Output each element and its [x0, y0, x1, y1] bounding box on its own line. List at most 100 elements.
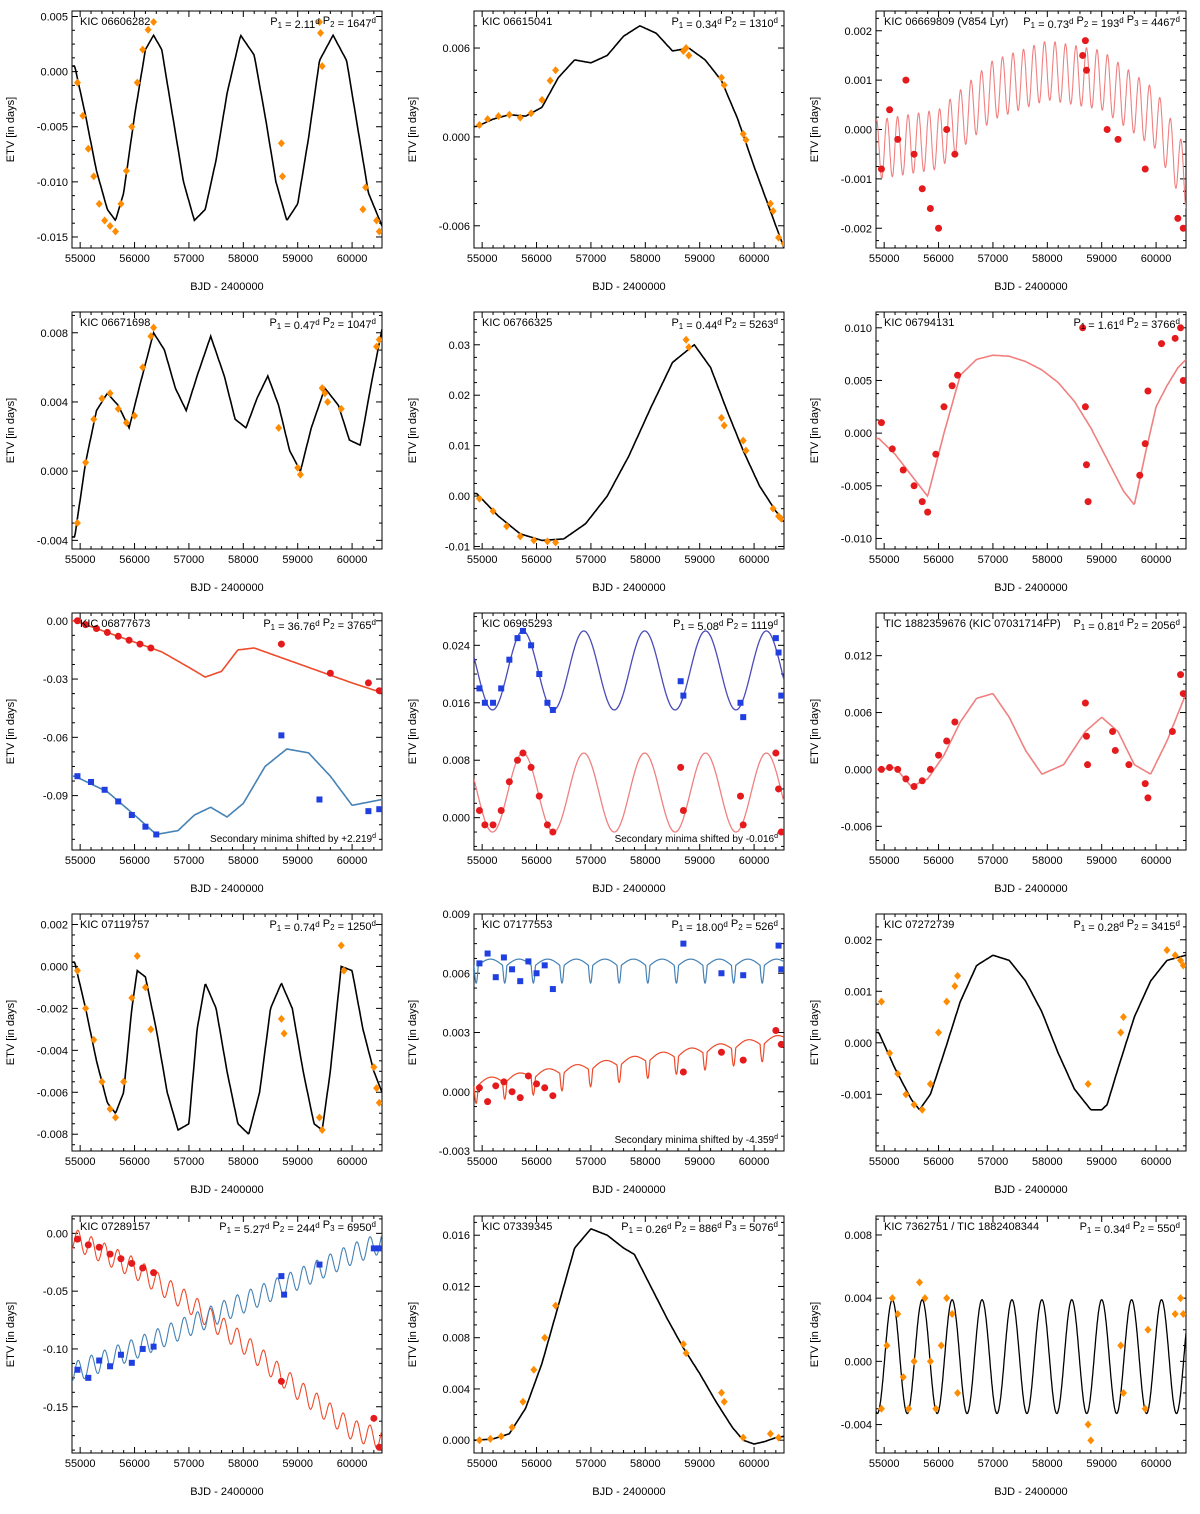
panel-title: KIC 06669809 (V854 Lyr) [884, 16, 1008, 28]
data-point [541, 1084, 549, 1092]
data-point [902, 1090, 910, 1099]
data-point [150, 18, 158, 27]
x-tick-label: 60000 [337, 253, 368, 265]
series-line-primary-model [474, 1035, 784, 1105]
x-tick-label: 60000 [337, 855, 368, 867]
data-point [1144, 794, 1152, 802]
panel-title: KIC 07119757 [80, 919, 150, 931]
y-tick-label: 0.001 [844, 986, 872, 998]
data-point [370, 1063, 378, 1072]
data-point [740, 714, 747, 721]
data-point [337, 404, 345, 413]
panel-periods: P1 = 0.34d P2 = 1310d [671, 15, 778, 31]
data-point [373, 216, 381, 225]
x-tick-label: 56000 [521, 1458, 552, 1470]
panel-periods: P1 = 5.27d P2 = 244d P3 = 6950d [219, 1219, 376, 1236]
data-point [519, 749, 527, 757]
data-point [886, 1049, 894, 1058]
data-point [778, 966, 784, 973]
y-tick-label: -0.004 [37, 1045, 68, 1057]
data-point [1174, 214, 1182, 222]
data-point [324, 397, 332, 406]
data-point [1179, 376, 1186, 384]
y-tick-label: 0.000 [40, 67, 68, 79]
x-axis-label: BJD - 2400000 [592, 582, 665, 594]
data-point [954, 971, 962, 980]
panel-kic07289157: 55000 56000 57000 58000 59000 60000 -0.15 -0.10… [5, 1215, 383, 1498]
data-point [516, 1094, 524, 1102]
data-point [1081, 37, 1089, 45]
data-point [877, 1404, 885, 1413]
data-point [766, 199, 774, 208]
panel-kic06606282: 55000 56000 57000 58000 59000 60000 -0.015 -0.0… [5, 10, 383, 293]
data-point [117, 1255, 125, 1263]
y-tick-label: 0.012 [442, 1281, 470, 1293]
data-point [951, 718, 959, 726]
panel-kic07119757: 55000 56000 57000 58000 59000 60000 -0.008 -0.0… [5, 913, 383, 1196]
data-point [101, 786, 108, 793]
data-point [530, 536, 538, 545]
data-point [375, 687, 382, 695]
data-point [1125, 761, 1133, 769]
series-line-model [72, 329, 382, 538]
x-tick-label: 59000 [282, 1156, 313, 1168]
data-point [315, 1113, 323, 1122]
y-tick-label: 0.002 [844, 935, 872, 947]
data-point [370, 1414, 378, 1422]
data-point [508, 1423, 516, 1432]
data-point [514, 635, 521, 642]
data-point [101, 216, 109, 225]
series-line-primary-model [72, 1229, 382, 1449]
data-point [910, 150, 918, 158]
y-tick-label: 0.002 [844, 26, 872, 38]
data-point [935, 1028, 943, 1037]
x-tick-label: 55000 [467, 554, 498, 566]
x-tick-label: 57000 [576, 1458, 607, 1470]
y-tick-label: 0.000 [844, 1038, 872, 1050]
data-point [943, 737, 951, 745]
data-point [317, 29, 325, 38]
data-point [84, 1241, 92, 1249]
data-point [484, 115, 492, 124]
data-point [373, 342, 381, 351]
data-point [886, 764, 894, 772]
data-point [1179, 961, 1186, 970]
x-tick-label: 59000 [684, 855, 715, 867]
data-point [680, 692, 687, 699]
panel-title: KIC 06615041 [482, 16, 552, 28]
data-point [321, 389, 329, 398]
data-point [935, 751, 943, 759]
x-tick-label: 56000 [923, 554, 954, 566]
data-point [92, 625, 100, 633]
data-point [82, 1004, 90, 1013]
series-line-primary-model [474, 752, 784, 833]
data-point [519, 627, 526, 634]
x-tick-label: 55000 [467, 1156, 498, 1168]
data-point [318, 384, 326, 393]
data-point [1177, 671, 1185, 679]
x-tick-label: 59000 [684, 253, 715, 265]
data-point [481, 821, 489, 829]
y-tick-label: 0.00 [449, 491, 470, 503]
panel-kic07339345: 55000 56000 57000 58000 59000 60000 0.000 0.004… [407, 1215, 785, 1498]
data-point [742, 135, 750, 144]
data-point [775, 785, 783, 793]
plot-frame [473, 612, 785, 851]
data-point [549, 706, 556, 713]
data-point [107, 1363, 114, 1370]
data-point [498, 685, 505, 692]
y-tick-label: 0.012 [844, 651, 872, 663]
y-axis-label: ETV [in days] [5, 97, 17, 162]
data-point [359, 205, 367, 214]
data-point [516, 113, 524, 122]
x-tick-label: 55000 [65, 253, 96, 265]
data-point [281, 1291, 288, 1298]
y-tick-label: -0.09 [43, 791, 68, 803]
data-point [96, 1357, 103, 1364]
data-point [544, 699, 551, 706]
data-point [1079, 51, 1087, 59]
plot-frame [875, 311, 1187, 550]
data-point [527, 763, 535, 771]
y-tick-label: -0.03 [43, 674, 68, 686]
data-point [136, 640, 144, 648]
